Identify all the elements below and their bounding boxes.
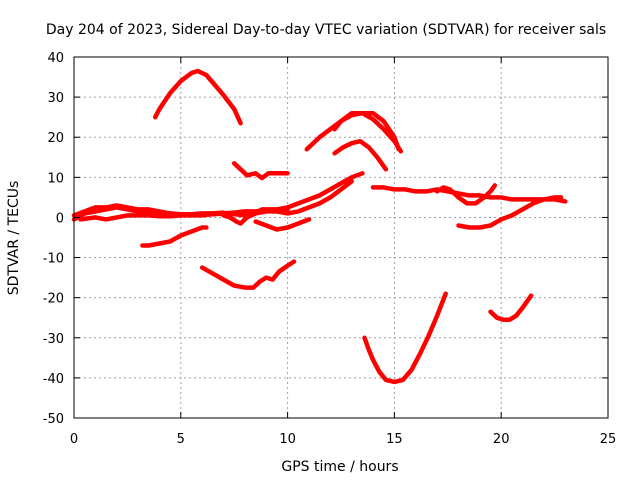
series-line-arc-baseline-c xyxy=(78,210,226,222)
x-axis-label: GPS time / hours xyxy=(281,459,398,475)
y-tick-label: -40 xyxy=(43,372,64,387)
y-tick-label: -10 xyxy=(43,252,64,267)
x-tick-label: 25 xyxy=(600,432,617,447)
series-line-arc-8.5-11 xyxy=(253,217,312,232)
y-axis-label: SDTVAR / TECUs xyxy=(6,181,22,296)
y-tick-label: 10 xyxy=(47,171,64,186)
x-tick-label: 0 xyxy=(70,432,78,447)
x-tick-label: 15 xyxy=(386,432,403,447)
series-line-arc-14-23 xyxy=(370,185,568,204)
series-line-arc-3.8-7.8 xyxy=(152,68,243,126)
x-tick-label: 5 xyxy=(177,432,185,447)
series-line-arc-7-10 xyxy=(221,207,290,226)
x-tick-label: 10 xyxy=(279,432,296,447)
y-tick-label: 30 xyxy=(47,91,64,106)
series-layer xyxy=(71,68,568,385)
series-line-arc-12.2-15.2 xyxy=(332,110,401,152)
series-line-arc-7.5-10 xyxy=(231,161,290,181)
series-line-arc-17-19.7 xyxy=(434,183,498,206)
grid xyxy=(74,57,608,418)
plot-frame xyxy=(73,56,609,419)
series-line-arc-13.6-17.4 xyxy=(362,291,448,385)
y-tick-label: -50 xyxy=(43,412,64,427)
y-tick-label: 0 xyxy=(56,211,64,226)
chart-title: Day 204 of 2023, Sidereal Day-to-day VTE… xyxy=(46,22,606,38)
y-tick-label: 40 xyxy=(47,51,64,66)
series-line-arc-18-22.8 xyxy=(456,195,564,230)
ticks: 0 5 10 15 20 25 -50 -40 -30 -20 -10 0 10 20 30 40 xyxy=(43,51,617,447)
series-line-arc-6-10.3 xyxy=(199,259,297,290)
series-line-arc-3-6.2 xyxy=(140,225,209,248)
series-line-arc-12.2-14.6 xyxy=(332,138,389,172)
series-line-arc-19.5-21.4 xyxy=(488,293,534,322)
x-tick-label: 20 xyxy=(493,432,510,447)
y-tick-label: 20 xyxy=(47,131,64,146)
y-tick-label: -20 xyxy=(43,292,64,307)
y-tick-label: -30 xyxy=(43,332,64,347)
